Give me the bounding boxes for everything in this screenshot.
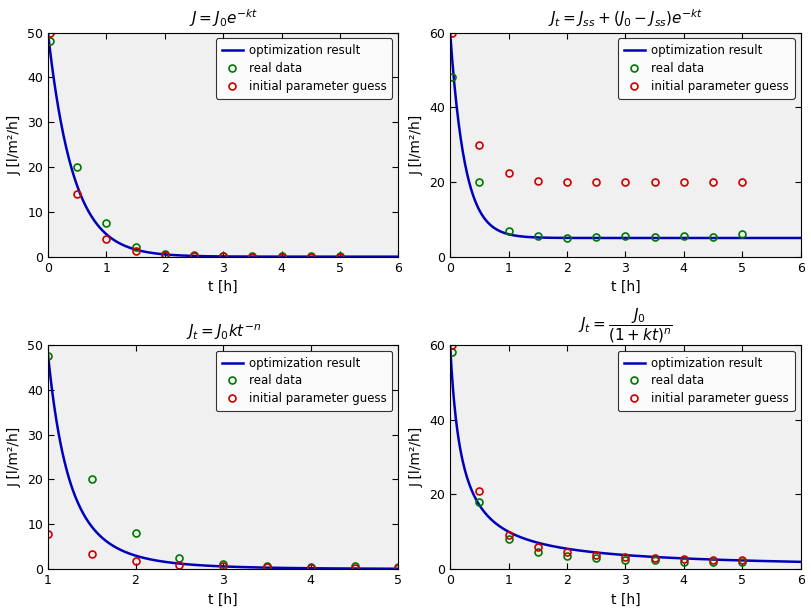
Legend: optimization result, real data, initial parameter guess: optimization result, real data, initial … bbox=[216, 39, 392, 99]
Y-axis label: J [l/m²/h]: J [l/m²/h] bbox=[410, 427, 423, 487]
X-axis label: t [h]: t [h] bbox=[610, 280, 639, 294]
Title: $J = J_0e^{-kt}$: $J = J_0e^{-kt}$ bbox=[188, 7, 257, 29]
Title: $J_t = \dfrac{J_0}{(1+kt)^n}$: $J_t = \dfrac{J_0}{(1+kt)^n}$ bbox=[577, 306, 672, 345]
X-axis label: t [h]: t [h] bbox=[208, 593, 238, 607]
Y-axis label: J [l/m²/h]: J [l/m²/h] bbox=[7, 427, 21, 487]
Title: $J_t = J_{ss} + (J_0 - J_{ss})e^{-kt}$: $J_t = J_{ss} + (J_0 - J_{ss})e^{-kt}$ bbox=[547, 7, 702, 29]
Y-axis label: J [l/m²/h]: J [l/m²/h] bbox=[7, 114, 21, 175]
Legend: optimization result, real data, initial parameter guess: optimization result, real data, initial … bbox=[216, 351, 392, 411]
X-axis label: t [h]: t [h] bbox=[208, 280, 238, 294]
X-axis label: t [h]: t [h] bbox=[610, 593, 639, 607]
Legend: optimization result, real data, initial parameter guess: optimization result, real data, initial … bbox=[617, 39, 794, 99]
Legend: optimization result, real data, initial parameter guess: optimization result, real data, initial … bbox=[617, 351, 794, 411]
Title: $J_t = J_0kt^{-n}$: $J_t = J_0kt^{-n}$ bbox=[186, 322, 260, 341]
Y-axis label: J [l/m²/h]: J [l/m²/h] bbox=[410, 114, 423, 175]
